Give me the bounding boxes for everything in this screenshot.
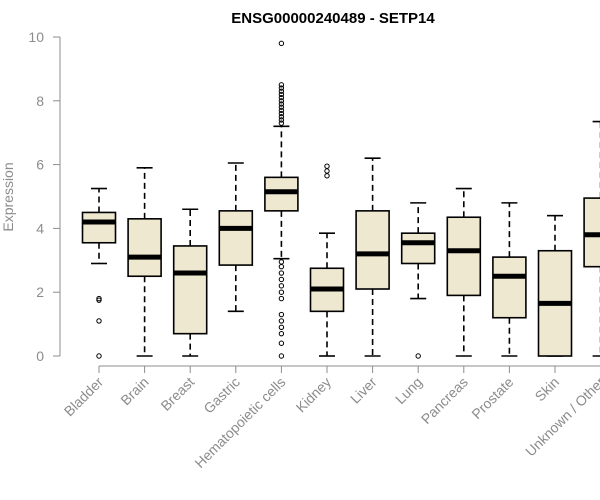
outlier-point [278, 104, 285, 110]
x-tick-label: Liver [347, 374, 380, 407]
box-group [583, 120, 600, 357]
outlier-point [278, 283, 285, 289]
y-tick-label: 10 [28, 29, 44, 45]
outlier-point [324, 173, 330, 179]
box-iqr [218, 210, 254, 266]
outlier-point [278, 289, 285, 295]
outlier-point [96, 295, 102, 302]
x-tick-label: Skin [532, 374, 563, 405]
outlier-point [324, 168, 330, 174]
box-group [355, 157, 390, 357]
box-group [81, 187, 117, 359]
outlier-point [96, 353, 102, 359]
box-group [172, 208, 208, 357]
outlier-point [324, 163, 330, 169]
box-group [127, 166, 162, 357]
box-group [400, 202, 436, 359]
outlier-point [278, 88, 285, 94]
outlier-point [96, 318, 102, 324]
outlier-point [278, 324, 285, 330]
x-tick-label: Unknown / Other [522, 374, 600, 460]
outlier-point [278, 91, 285, 98]
x-tick-label: Gastric [200, 374, 243, 417]
x-tick-label: Hematopoietic cells [191, 374, 288, 471]
outlier-point [278, 101, 285, 107]
box-group [446, 187, 482, 357]
outlier-point [278, 353, 285, 359]
outlier-point [278, 270, 285, 276]
outlier-point [278, 330, 285, 337]
box-group [492, 202, 527, 357]
outlier-point [96, 297, 102, 303]
box-iqr [446, 216, 482, 297]
y-tick-label: 4 [36, 220, 44, 236]
outlier-point [278, 114, 285, 120]
outlier-point [278, 117, 285, 123]
outlier-point [278, 94, 285, 101]
box-iqr [81, 211, 117, 244]
box-iqr [172, 245, 208, 335]
y-axis-label: Expression [0, 162, 16, 231]
x-tick-label: Bladder [61, 374, 107, 420]
outlier-point [278, 295, 285, 302]
outlier-point [278, 259, 285, 265]
box-group [309, 163, 345, 357]
y-tick-label: 6 [36, 157, 44, 173]
outlier-point [278, 276, 285, 283]
y-tick-label: 0 [36, 348, 44, 364]
outlier-point [278, 120, 285, 126]
outlier-point [278, 85, 285, 91]
box-group [537, 214, 573, 357]
outlier-point [278, 40, 285, 47]
outlier-point [278, 110, 285, 117]
chart-title: ENSG00000240489 - SETP14 [231, 10, 435, 27]
x-tick-label: Prostate [468, 374, 516, 422]
x-tick-label: Breast [157, 374, 197, 414]
y-tick-label: 8 [36, 93, 44, 109]
x-tick-label: Kidney [293, 374, 335, 416]
box-iqr [355, 210, 390, 290]
outlier-point [278, 107, 285, 114]
box-iqr [400, 232, 436, 265]
box-iqr [127, 218, 162, 278]
box-iqr [492, 256, 527, 319]
outlier-point [415, 353, 421, 359]
y-tick-label: 2 [36, 284, 44, 300]
box-group [264, 40, 299, 359]
x-tick-label: Pancreas [418, 374, 471, 427]
outlier-point [278, 98, 285, 104]
box-group [218, 162, 254, 313]
outlier-point [278, 340, 285, 346]
outlier-point [278, 82, 285, 88]
outlier-point [278, 263, 285, 270]
outlier-point [278, 311, 285, 318]
outlier-point [278, 318, 285, 324]
x-tick-label: Lung [392, 374, 425, 407]
plot-area [81, 40, 600, 359]
y-axis-ticks: 0 2 4 6 8 10 [28, 29, 60, 364]
x-tick-label: Brain [117, 374, 151, 408]
